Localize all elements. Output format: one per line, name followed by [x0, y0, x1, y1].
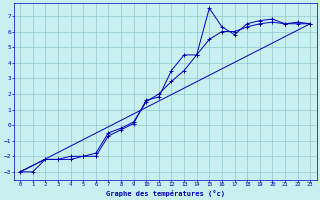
X-axis label: Graphe des températures (°c): Graphe des températures (°c) [106, 190, 225, 197]
